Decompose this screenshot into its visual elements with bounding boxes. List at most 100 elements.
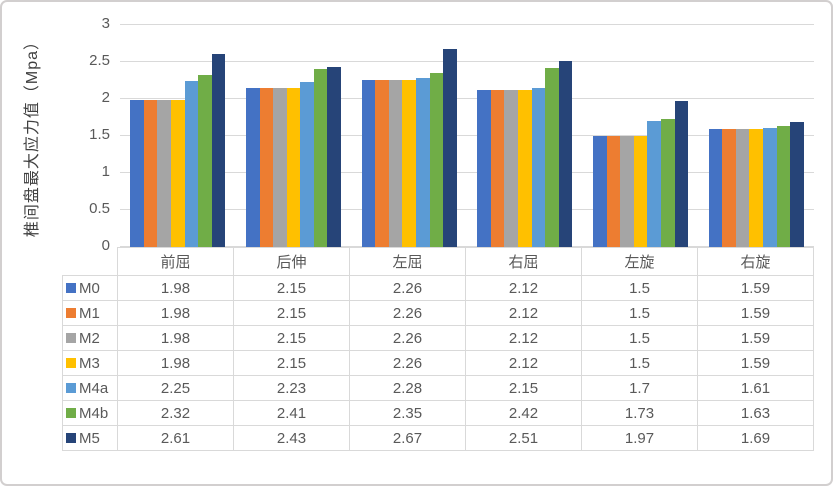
- bar-M1: [375, 79, 389, 247]
- category-header-cell: 右旋: [697, 247, 814, 276]
- value-cell: 2.15: [233, 325, 350, 351]
- bar-M4a: [300, 81, 314, 247]
- data-table: 前屈 后伸 左屈 右屈 左旋 右旋 M0 1.98 2.15 2.26 2.12 1.5 1.59 M1 1…: [62, 247, 814, 451]
- value-cell: 2.61: [117, 425, 234, 451]
- value-cell: 2.26: [349, 275, 466, 301]
- bar-M4a: [184, 80, 199, 247]
- y-axis-title: 椎间盘最大应力值（Mpa）: [24, 32, 41, 238]
- bar-M2: [620, 136, 634, 247]
- value-cell: 2.41: [233, 400, 350, 426]
- value-cell: 2.25: [117, 375, 234, 401]
- series-name-label: M1: [79, 304, 100, 322]
- table-row-M3: M3 1.98 2.15 2.26 2.12 1.5 1.59: [62, 350, 814, 376]
- bar-M0: [592, 136, 607, 247]
- legend-marker-icon: [66, 408, 76, 418]
- value-cell: 1.98: [117, 325, 234, 351]
- category-header-cell: 前屈: [117, 247, 234, 276]
- bar-M5: [327, 67, 342, 247]
- legend-cell-M0: M0: [62, 275, 118, 301]
- gridline: [120, 209, 814, 210]
- value-cell: 1.59: [697, 350, 814, 376]
- y-tick-label: 0: [101, 237, 110, 254]
- bar-group-右旋: [698, 24, 814, 247]
- bar-M2: [504, 90, 519, 247]
- gridline: [120, 135, 814, 136]
- bar-M3: [633, 136, 648, 247]
- value-cell: 2.12: [465, 325, 582, 351]
- series-name-label: M3: [79, 354, 100, 372]
- value-cell: 2.26: [349, 325, 466, 351]
- value-cell: 1.98: [117, 350, 234, 376]
- value-cell: 2.15: [233, 300, 350, 326]
- legend-cell-M2: M2: [62, 325, 118, 351]
- table-row-M0: M0 1.98 2.15 2.26 2.12 1.5 1.59: [62, 275, 814, 301]
- value-cell: 1.63: [697, 400, 814, 426]
- bar-M0: [130, 100, 144, 247]
- bar-M5: [443, 49, 457, 247]
- value-cell: 2.43: [233, 425, 350, 451]
- bar-M2: [388, 79, 403, 247]
- bar-M1: [606, 136, 621, 247]
- bar-M0: [708, 129, 723, 247]
- value-cell: 2.35: [349, 400, 466, 426]
- value-cell: 2.15: [233, 350, 350, 376]
- bar-M1: [259, 87, 274, 247]
- bar-groups: [120, 24, 814, 247]
- table-header-row: 前屈 后伸 左屈 右屈 左旋 右旋: [63, 247, 814, 276]
- value-cell: 1.59: [697, 300, 814, 326]
- bar-M4b: [545, 67, 559, 247]
- legend-marker-icon: [66, 333, 76, 343]
- bar-M2: [157, 100, 172, 247]
- category-header-cell: 后伸: [233, 247, 350, 276]
- bar-M1: [722, 129, 736, 247]
- value-cell: 2.32: [117, 400, 234, 426]
- y-tick-label: 1.5: [89, 126, 110, 143]
- value-cell: 1.59: [697, 325, 814, 351]
- value-cell: 2.42: [465, 400, 582, 426]
- value-cell: 2.26: [349, 350, 466, 376]
- bar-M3: [171, 100, 185, 247]
- table-row-M2: M2 1.98 2.15 2.26 2.12 1.5 1.59: [62, 325, 814, 351]
- bar-M2: [273, 87, 287, 247]
- bar-M5: [211, 53, 226, 247]
- table-row-M4a: M4a 2.25 2.23 2.28 2.15 1.7 1.61: [62, 375, 814, 401]
- bar-M2: [735, 129, 750, 247]
- gridline: [120, 61, 814, 62]
- bar-M5: [790, 121, 804, 247]
- value-cell: 1.98: [117, 275, 234, 301]
- value-cell: 1.97: [581, 425, 698, 451]
- legend-marker-icon: [66, 283, 76, 293]
- y-tick-label: 1: [101, 163, 110, 180]
- bar-M4b: [660, 118, 675, 247]
- legend-marker-icon: [66, 358, 76, 368]
- bar-group-后伸: [236, 24, 352, 247]
- value-cell: 2.12: [465, 300, 582, 326]
- bar-M4a: [415, 78, 430, 247]
- value-cell: 1.5: [581, 350, 698, 376]
- plot-area: [120, 24, 814, 247]
- bar-M0: [361, 79, 376, 247]
- bar-M0: [245, 87, 260, 247]
- gridline: [120, 172, 814, 173]
- table-row-M5: M5 2.61 2.43 2.67 2.51 1.97 1.69: [62, 425, 814, 451]
- y-tick-label: 3: [101, 15, 110, 32]
- bar-M4b: [776, 126, 791, 247]
- bar-M4a: [762, 127, 777, 247]
- bar-M4b: [429, 73, 444, 247]
- legend-cell-M3: M3: [62, 350, 118, 376]
- value-cell: 1.5: [581, 325, 698, 351]
- value-cell: 2.26: [349, 300, 466, 326]
- value-cell: 1.98: [117, 300, 234, 326]
- bar-M4b: [313, 68, 328, 247]
- series-name-label: M4b: [79, 404, 109, 422]
- value-cell: 1.5: [581, 300, 698, 326]
- bar-M3: [518, 90, 532, 247]
- bar-M3: [749, 129, 763, 247]
- bar-group-左屈: [351, 24, 467, 247]
- bar-M5: [558, 61, 573, 247]
- legend-cell-M5: M5: [62, 425, 118, 451]
- value-cell: 1.7: [581, 375, 698, 401]
- bar-M1: [490, 90, 505, 247]
- bar-M4a: [647, 121, 661, 247]
